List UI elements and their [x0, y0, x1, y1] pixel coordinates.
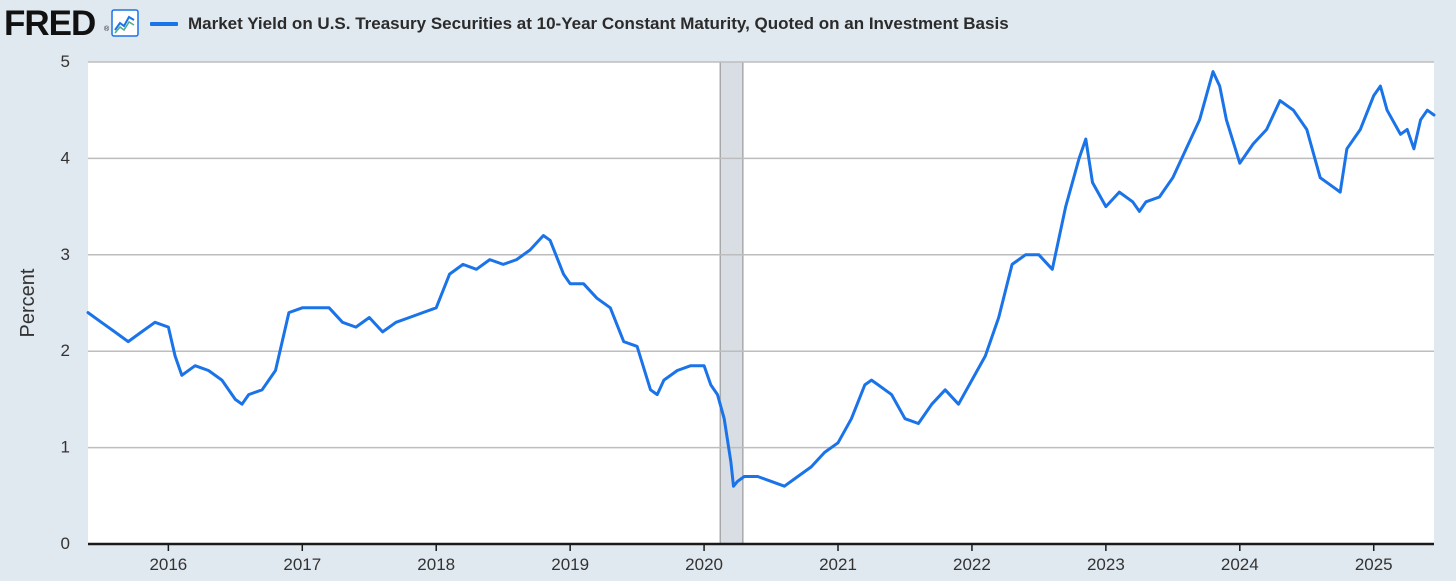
x-tick-label: 2025 [1355, 555, 1393, 574]
x-tick-label: 2017 [283, 555, 321, 574]
fred-logo[interactable]: FRED [4, 4, 96, 43]
legend-series-label[interactable]: Market Yield on U.S. Treasury Securities… [188, 14, 1009, 33]
x-tick-label: 2018 [417, 555, 455, 574]
series-line[interactable] [86, 70, 1436, 488]
x-tick-label: 2022 [953, 555, 991, 574]
registered-mark: ® [104, 26, 110, 33]
y-tick-label: 4 [61, 148, 70, 167]
y-tick-label: 2 [61, 341, 70, 360]
x-tick-label: 2024 [1221, 555, 1259, 574]
line-chart-icon[interactable] [111, 9, 139, 37]
x-tick-label: 2016 [149, 555, 187, 574]
y-axis-title: Percent [17, 268, 39, 337]
plot-area [88, 62, 1434, 544]
x-tick-label: 2021 [819, 555, 857, 574]
chart-legend[interactable]: Market Yield on U.S. Treasury Securities… [150, 12, 1009, 36]
chart-header: FRED ® Market Yield on U.S. Treasury Sec… [0, 0, 1456, 50]
y-tick-label: 0 [61, 534, 70, 553]
y-tick-label: 3 [61, 245, 70, 264]
x-tick-label: 2019 [551, 555, 589, 574]
x-tick-label: 2023 [1087, 555, 1125, 574]
y-tick-label: 5 [61, 52, 70, 71]
legend-swatch [150, 22, 178, 26]
y-tick-label: 1 [61, 438, 70, 457]
x-tick-label: 2020 [685, 555, 723, 574]
